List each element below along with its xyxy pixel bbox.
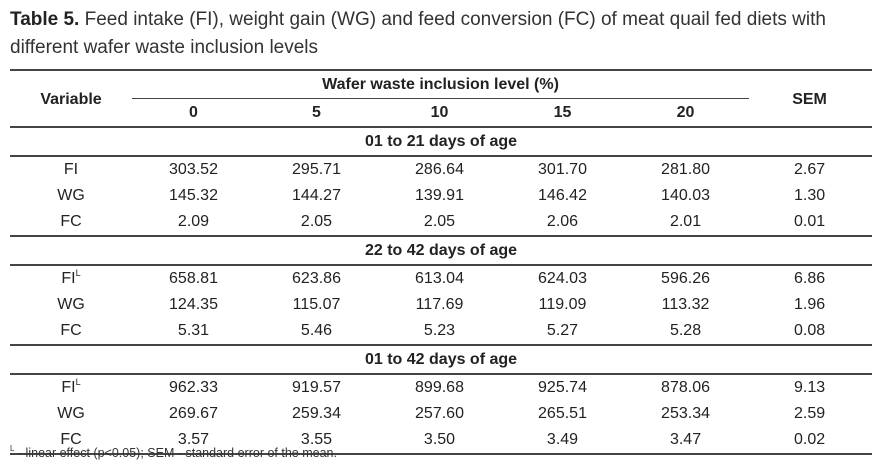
value-cell: 265.51 xyxy=(538,405,587,422)
table-row: WG 124.35 115.07 117.69 119.09 113.32 1.96 xyxy=(10,292,872,318)
section-header-row: 01 to 42 days of age xyxy=(10,345,873,375)
value-cell: 962.33 xyxy=(169,379,218,396)
sem-cell: 0.02 xyxy=(747,427,873,455)
section-title: 01 to 21 days of age xyxy=(10,127,873,157)
value-cell: 2.01 xyxy=(624,209,748,237)
header-level: 15 xyxy=(501,99,624,128)
header-variable: Variable xyxy=(10,86,132,115)
value-cell: 124.35 xyxy=(169,296,218,313)
value-cell: 139.91 xyxy=(415,187,464,204)
results-table: Wafer waste inclusion level (%) Variable… xyxy=(10,69,873,455)
table-label: Table 5. xyxy=(10,9,80,30)
section-title: 22 to 42 days of age xyxy=(10,236,873,266)
sem-cell: 6.86 xyxy=(793,270,826,287)
table-row: FI 303.52 295.71 286.64 301.70 281.80 2.67 xyxy=(10,156,872,183)
header-level: 20 xyxy=(624,99,748,128)
column-header-row: Variable 0 5 10 15 20 SEM xyxy=(10,86,873,128)
value-cell: 259.34 xyxy=(292,405,341,422)
table-row: FC 5.31 5.46 5.23 5.27 5.28 0.08 xyxy=(10,318,873,346)
value-cell: 919.57 xyxy=(292,379,341,396)
value-cell: 623.86 xyxy=(292,270,341,287)
table-caption: Table 5. Feed intake (FI), weight gain (… xyxy=(10,6,880,62)
sem-cell: 2.59 xyxy=(793,405,826,422)
value-cell: 115.07 xyxy=(292,296,341,313)
value-cell: 596.26 xyxy=(661,270,710,287)
value-cell: 286.64 xyxy=(415,161,464,178)
sem-cell: 0.08 xyxy=(747,318,873,346)
value-cell: 3.50 xyxy=(378,427,501,455)
value-cell: 301.70 xyxy=(538,161,587,178)
section-header-row: 01 to 21 days of age xyxy=(10,127,873,157)
sem-cell: 9.13 xyxy=(793,379,826,396)
table-row: FIL 962.33 919.57 899.68 925.74 878.06 9.13 xyxy=(10,374,872,401)
caption-text: Feed intake (FI), weight gain (WG) and f… xyxy=(10,9,826,58)
value-cell: 2.05 xyxy=(255,209,378,237)
sem-cell: 1.30 xyxy=(793,187,826,204)
value-cell: 624.03 xyxy=(538,270,587,287)
table-row: FC 2.09 2.05 2.05 2.06 2.01 0.01 xyxy=(10,209,873,237)
variable-cell: FI xyxy=(63,161,79,178)
sem-cell: 1.96 xyxy=(793,296,826,313)
value-cell: 269.67 xyxy=(169,405,218,422)
value-cell: 146.42 xyxy=(538,187,587,204)
footnote: L - linear effect (p<0.05); SEM - standa… xyxy=(10,444,337,460)
value-cell: 253.34 xyxy=(661,405,710,422)
value-cell: 899.68 xyxy=(415,379,464,396)
value-cell: 117.69 xyxy=(415,296,464,313)
value-cell: 119.09 xyxy=(538,296,587,313)
value-cell: 925.74 xyxy=(538,379,587,396)
sem-cell: 0.01 xyxy=(747,209,873,237)
variable-cell: WG xyxy=(57,187,85,204)
value-cell: 2.05 xyxy=(378,209,501,237)
table-row: FIL 658.81 623.86 613.04 624.03 596.26 6.86 xyxy=(10,265,872,292)
value-cell: 878.06 xyxy=(661,379,710,396)
variable-cell: FC xyxy=(10,318,132,346)
section-title: 01 to 42 days of age xyxy=(10,345,873,375)
value-cell: 303.52 xyxy=(169,161,218,178)
value-cell: 113.32 xyxy=(661,296,710,313)
group-header: Wafer waste inclusion level (%) xyxy=(132,69,750,99)
value-cell: 281.80 xyxy=(661,161,710,178)
value-cell: 145.32 xyxy=(169,187,218,204)
value-cell: 613.04 xyxy=(415,270,464,287)
header-level: 10 xyxy=(378,99,501,128)
value-cell: 3.49 xyxy=(501,427,624,455)
value-cell: 257.60 xyxy=(415,405,464,422)
value-cell: 5.28 xyxy=(624,318,748,346)
sem-cell: 2.67 xyxy=(793,161,826,178)
variable-cell: WG xyxy=(57,296,85,313)
value-cell: 2.06 xyxy=(501,209,624,237)
table-row: WG 269.67 259.34 257.60 265.51 253.34 2.59 xyxy=(10,401,872,427)
value-cell: 2.09 xyxy=(132,209,255,237)
value-cell: 5.31 xyxy=(132,318,255,346)
variable-cell: WG xyxy=(57,405,85,422)
value-cell: 658.81 xyxy=(169,270,218,287)
value-cell: 144.27 xyxy=(292,187,341,204)
table-row: WG 145.32 144.27 139.91 146.42 140.03 1.30 xyxy=(10,183,872,209)
header-level: 0 xyxy=(132,99,255,128)
value-cell: 5.46 xyxy=(255,318,378,346)
value-cell: 3.57 xyxy=(132,427,255,455)
table-row: FC 3.57 3.55 3.50 3.49 3.47 0.02 xyxy=(10,427,873,455)
header-sem: SEM xyxy=(747,86,873,115)
value-cell: 5.27 xyxy=(501,318,624,346)
variable-cell: FC xyxy=(10,427,132,455)
value-cell: 3.47 xyxy=(624,427,748,455)
value-cell: 5.23 xyxy=(378,318,501,346)
variable-cell: FIL xyxy=(61,377,81,396)
section-header-row: 22 to 42 days of age xyxy=(10,236,873,266)
value-cell: 3.55 xyxy=(255,427,378,455)
variable-cell: FC xyxy=(10,209,132,237)
header-level: 5 xyxy=(255,99,378,128)
value-cell: 140.03 xyxy=(661,187,710,204)
variable-cell: FIL xyxy=(61,268,81,287)
value-cell: 295.71 xyxy=(292,161,341,178)
